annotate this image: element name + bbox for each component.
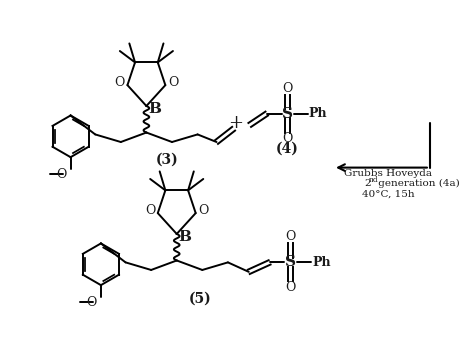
Text: Grubbs Hoveyda: Grubbs Hoveyda [344,169,432,178]
Text: O: O [87,296,97,309]
Text: O: O [285,230,296,243]
Text: Ph: Ph [309,107,327,120]
Text: generation (4a): generation (4a) [375,179,460,188]
Text: O: O [168,76,178,89]
Text: S: S [285,255,296,270]
Text: 2: 2 [365,179,371,188]
Text: Ph: Ph [312,256,331,269]
Text: 40°C, 15h: 40°C, 15h [362,190,414,198]
Text: +: + [228,114,243,132]
Text: B: B [148,102,162,116]
Text: (4): (4) [276,142,299,156]
Text: O: O [115,76,125,89]
Text: O: O [198,204,209,217]
Text: (3): (3) [156,153,179,167]
Text: O: O [283,132,293,145]
Text: O: O [56,168,67,181]
Text: S: S [282,107,293,121]
Text: O: O [283,82,293,95]
Text: O: O [285,281,296,295]
Text: nd: nd [369,176,379,184]
Text: B: B [179,230,192,244]
Text: (5): (5) [189,291,212,305]
Text: O: O [145,204,155,217]
